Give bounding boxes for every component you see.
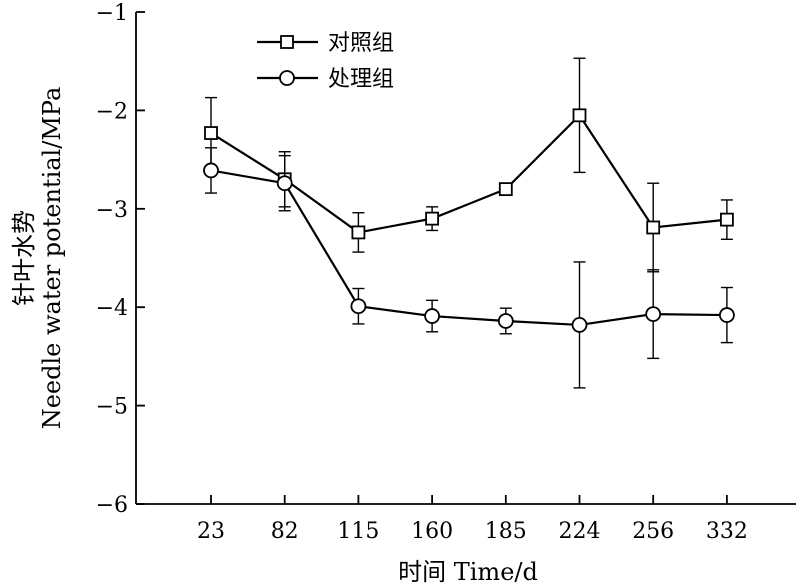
square-marker: [498, 182, 513, 197]
circle-marker: [350, 298, 367, 315]
circle-marker: [645, 306, 662, 322]
x-tick-label: 185: [485, 519, 527, 544]
x-tick-label: 256: [632, 519, 674, 544]
y-tick-label: −3: [96, 198, 128, 223]
y-tick-label: −1: [96, 1, 128, 26]
circle-marker: [719, 307, 735, 323]
y-tick-label: −2: [96, 99, 128, 124]
square-marker: [572, 108, 587, 123]
y-axis-label-en: Needle water potential/MPa: [38, 87, 66, 430]
circle-marker: [571, 317, 588, 333]
x-tick-label: 82: [271, 519, 299, 544]
circle-marker: [279, 70, 295, 86]
x-tick-label: 332: [706, 519, 748, 544]
x-axis-label: 时间 Time/d: [398, 558, 538, 585]
legend-entry-2: 处理组: [257, 67, 394, 92]
square-marker: [646, 220, 661, 235]
square-marker: [204, 126, 218, 140]
x-tick-label: 160: [411, 519, 453, 544]
circle-marker: [276, 175, 293, 192]
series-line: [210, 169, 727, 327]
y-tick-label: −5: [96, 395, 128, 420]
series-2: [203, 147, 735, 389]
axes: −1 −2 −3 −4 −5 −6 23 82 115 160 185 224 256 332: [96, 1, 796, 544]
square-marker: [280, 35, 294, 49]
legend-label: 对照组: [328, 31, 394, 56]
x-tick-label: 224: [559, 519, 601, 544]
circle-marker: [424, 308, 441, 324]
series-line: [210, 113, 728, 234]
legend-entry-1: 对照组: [257, 31, 394, 56]
legend-label: 处理组: [328, 67, 394, 92]
circle-marker: [497, 313, 514, 329]
x-tick-label: 115: [337, 519, 379, 544]
square-marker: [351, 225, 366, 240]
y-tick-label: −6: [96, 493, 128, 518]
y-tick-label: −4: [96, 296, 128, 321]
square-marker: [720, 212, 734, 227]
x-tick-label: 23: [197, 519, 225, 544]
square-marker: [425, 211, 440, 226]
series-layer: [203, 57, 735, 389]
circle-marker: [203, 162, 219, 179]
y-axis-label-cn: 针叶水势: [10, 210, 38, 306]
